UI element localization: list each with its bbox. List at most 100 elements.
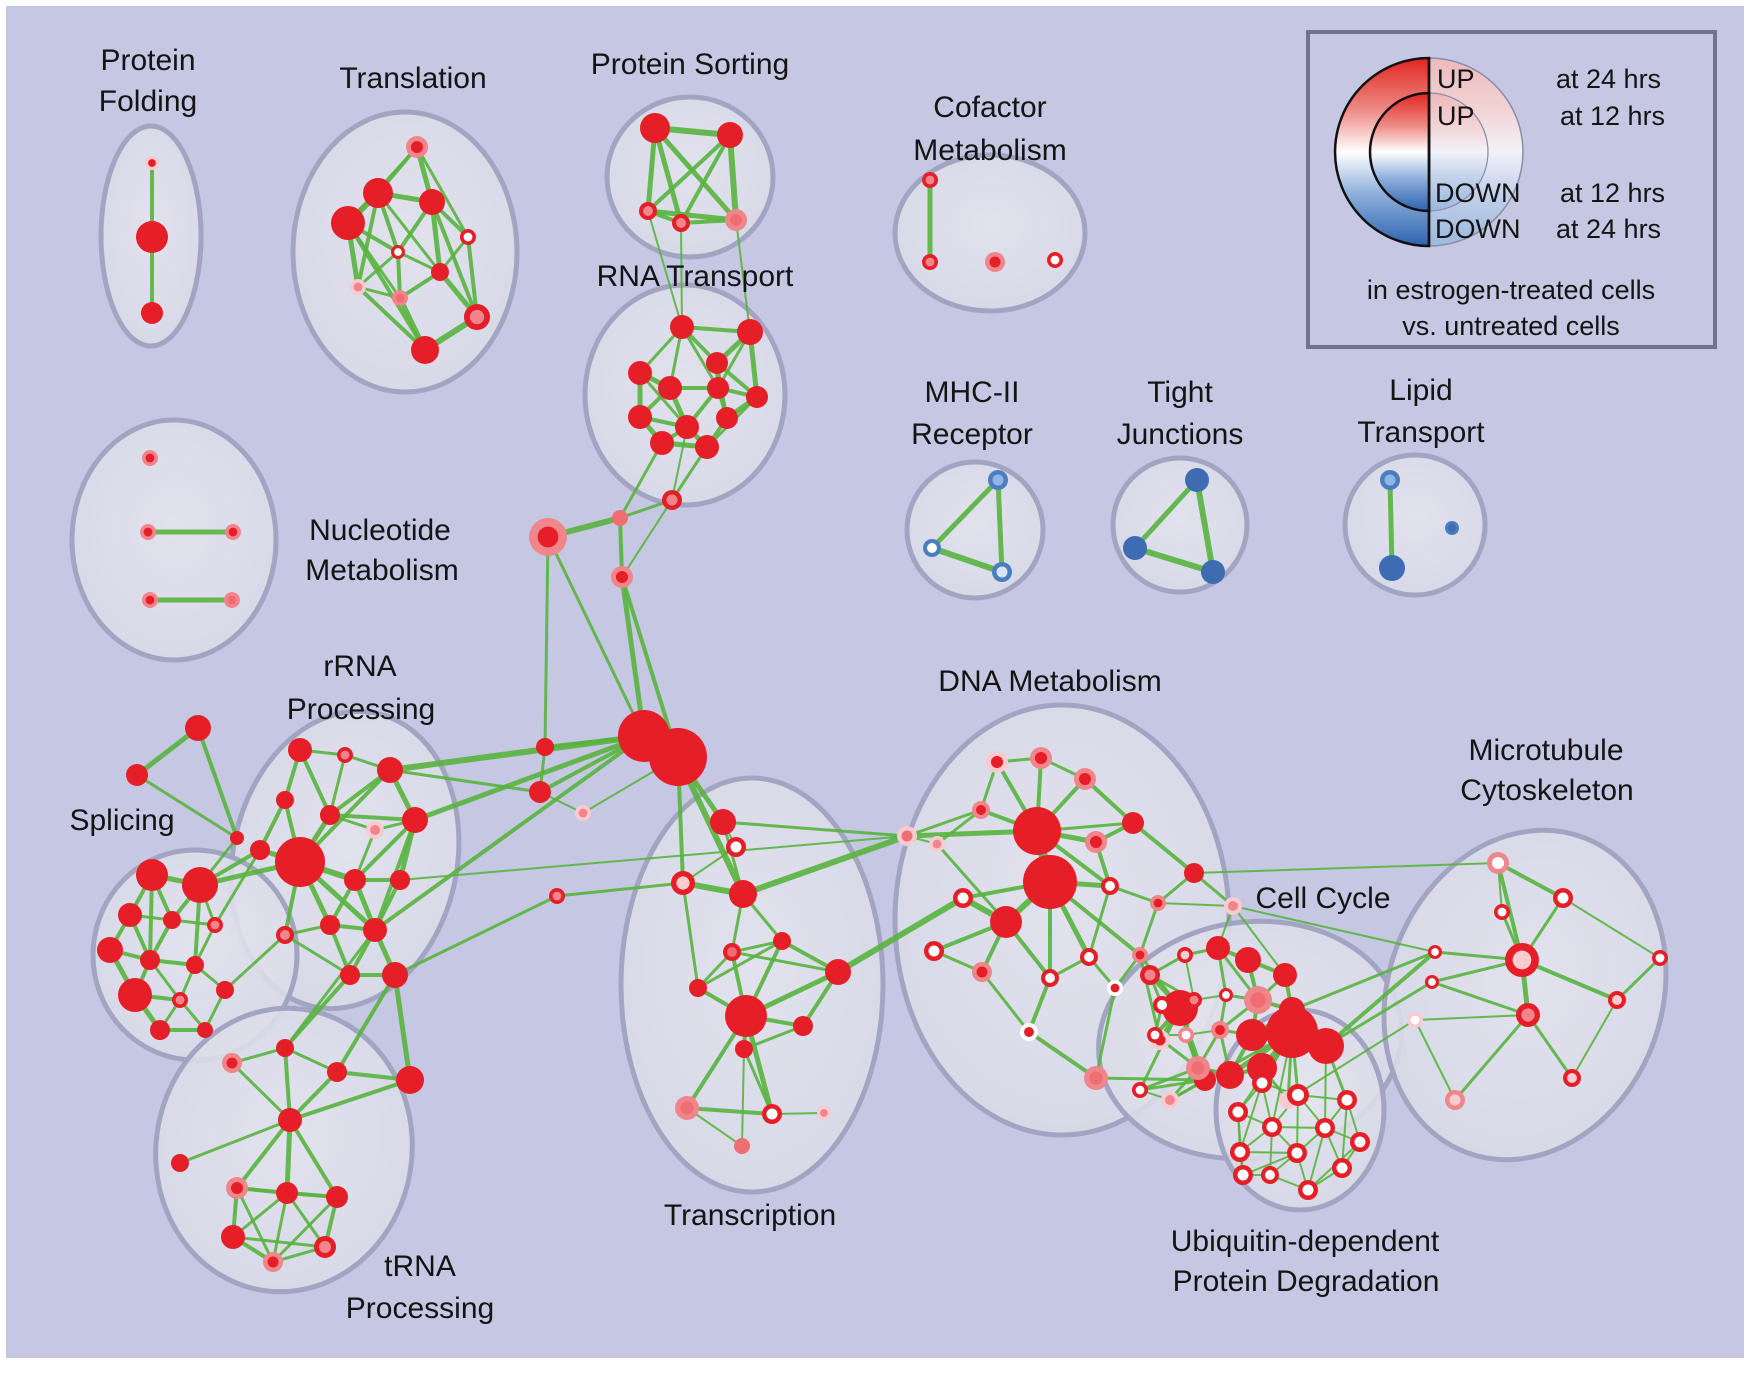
node-ub6-core (1319, 1122, 1331, 1134)
node-ml2-core (1428, 978, 1436, 986)
node-mc8-core (1655, 953, 1665, 963)
cluster-mhc-ii-receptor-ellipse (904, 459, 1046, 601)
node-pf1-core (148, 159, 156, 167)
node-rt4 (706, 352, 728, 374)
label-rrna-processing-line2: Processing (287, 693, 435, 726)
label-layer: Protein Folding Translation Protein Sorting… (69, 44, 1633, 1325)
node-tr2 (363, 178, 393, 208)
node-tn2-core (226, 1057, 238, 1069)
label-microtubule-cytoskeleton-line1: Microtubule (1468, 734, 1623, 767)
node-mc6-core (1521, 1008, 1535, 1022)
node-tr5-core (463, 232, 473, 242)
edge-tn5-tn9 (288, 1118, 339, 1199)
node-rt1 (670, 315, 694, 339)
edge-mc4-mc5 (1520, 958, 1619, 1002)
label-protein-sorting: Protein Sorting (591, 48, 789, 81)
node-tr1-core (410, 140, 424, 154)
edge-tn5-tn8 (284, 1117, 293, 1196)
node-tr4 (331, 206, 365, 240)
edge-hb1-rr13 (373, 734, 646, 932)
node-tx10 (725, 995, 767, 1037)
edge-ps2-ps5 (727, 132, 739, 223)
node-rt13-core (666, 494, 678, 506)
edge-mc6-mc7 (1453, 1013, 1530, 1102)
edge-mh2-mh3 (929, 545, 1005, 575)
edge-ps2-ps3 (646, 133, 732, 213)
label-mhc-ii-receptor-line2: Receptor (911, 418, 1033, 451)
node-tx14-core (766, 1108, 778, 1120)
node-nm2-core (143, 527, 153, 537)
cluster-nucleotide-metabolism-ellipse (69, 417, 279, 663)
edge-tn9-tn12 (271, 1195, 339, 1264)
edge-cc22-ml1 (1324, 950, 1437, 1048)
node-cf4-core (1050, 255, 1060, 265)
node-cc16 (1216, 1061, 1244, 1089)
node-rr1 (288, 738, 312, 762)
edge-tj1-tj3 (1194, 477, 1216, 575)
node-ps1 (640, 113, 670, 143)
node-sp1 (136, 859, 168, 891)
edge-ps4-rt1 (680, 222, 683, 328)
label-protein-folding-line1: Protein (100, 44, 195, 77)
label-nucleotide-metabolism-line2: Metabolism (305, 554, 458, 587)
node-dn19-core (1135, 950, 1145, 960)
node-rr15 (340, 965, 360, 985)
edge-cn3-ml1 (1232, 905, 1436, 953)
edge-dn6-dn10 (935, 842, 1008, 924)
edge-cn1-dn4 (905, 808, 983, 838)
node-tr7 (431, 263, 449, 281)
edge-tr6-tr8 (356, 250, 400, 289)
node-cc5 (1273, 963, 1297, 987)
edge-tx8-cn2 (835, 895, 966, 975)
node-dn16-core (1084, 952, 1094, 962)
node-dn7-core (1089, 835, 1103, 849)
node-ub9-core (1291, 1147, 1303, 1159)
node-tx3-core (676, 876, 690, 890)
label-protein-folding-line2: Folding (99, 85, 197, 118)
node-rt12 (695, 435, 719, 459)
edge-cn3-cc5 (1232, 905, 1286, 976)
edge-tn2-tn5 (230, 1061, 292, 1122)
edge-hb1-rr7 (412, 733, 647, 823)
node-tr3 (419, 189, 445, 215)
edge-tx6-tx9 (696, 939, 784, 990)
node-cc3 (1206, 936, 1230, 960)
cluster-lipid-transport-ellipse (1342, 452, 1488, 598)
edge-dn12-dn20 (980, 970, 1031, 1034)
edge-ml2-mc6 (1430, 980, 1530, 1017)
node-cc1-core (1144, 969, 1156, 981)
node-rr10 (344, 869, 366, 891)
node-rt14 (612, 510, 628, 526)
label-trna-processing-line2: Processing (346, 1292, 494, 1325)
cluster-transcription-ellipse (618, 775, 886, 1195)
node-cc15-core (1191, 1061, 1205, 1075)
node-lt3-core (1448, 524, 1456, 532)
node-dn6-core (932, 839, 942, 849)
edge-dn18-dn21 (1094, 986, 1117, 1080)
edge-rr5-rr7 (328, 813, 417, 822)
edge-tx7-tx8 (730, 950, 840, 974)
node-rt3 (628, 361, 652, 385)
edge-tn8-tn11 (285, 1191, 327, 1249)
edge-tr1-tr5 (415, 145, 470, 239)
node-sp7 (140, 950, 160, 970)
node-ub7-core (1354, 1136, 1366, 1148)
node-rt11 (650, 431, 674, 455)
edge-dn20-dn21 (1027, 1030, 1098, 1080)
node-ub12-core (1265, 1170, 1275, 1180)
edge-rt16-hb2 (620, 575, 680, 759)
edge-tr2-tr8 (356, 191, 380, 289)
node-tn11-core (318, 1240, 332, 1254)
edge-rt9-rt13 (671, 426, 688, 501)
label-nucleotide-metabolism-line1: Nucleotide (309, 514, 451, 547)
edge-ps5-rt2 (735, 219, 751, 333)
node-dn8 (1013, 807, 1061, 855)
legend-circle-12h-right-half (1428, 92, 1489, 212)
node-dn12-core (976, 966, 988, 978)
node-tj3 (1201, 560, 1225, 584)
edge-cc10-ml1 (1290, 950, 1437, 1012)
node-dn4-core (976, 805, 986, 815)
node-rt6 (707, 377, 729, 399)
edge-ps1-ps5 (652, 125, 739, 223)
edge-ps3-rt1 (647, 210, 683, 328)
